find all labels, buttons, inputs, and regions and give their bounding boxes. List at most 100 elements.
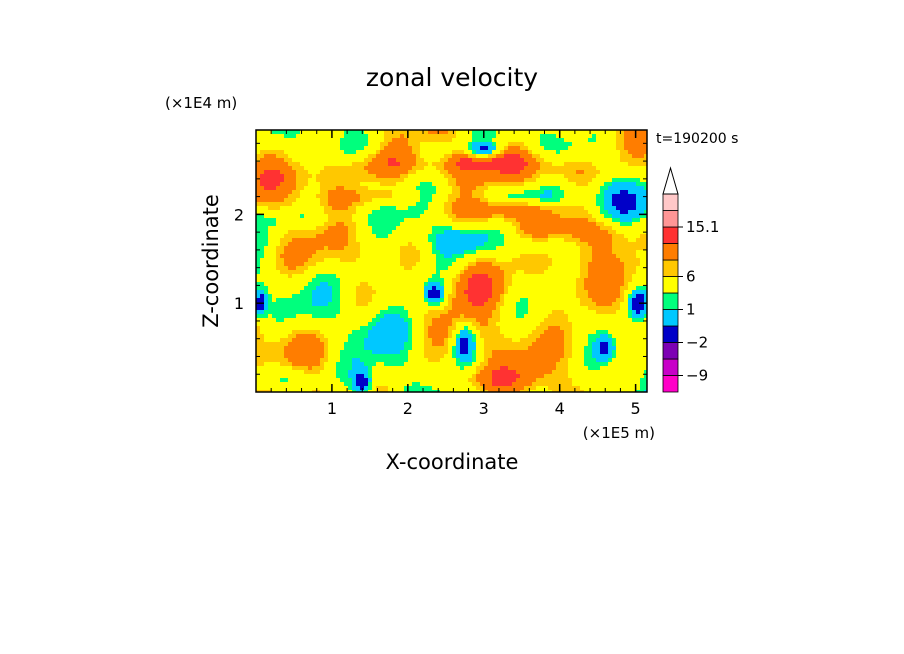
heat-cell (336, 226, 341, 231)
heat-cell (296, 202, 301, 207)
heat-cell (480, 194, 485, 199)
heat-cell (424, 142, 429, 147)
heat-cell (380, 158, 385, 163)
heat-cell (408, 222, 413, 227)
heat-cell (300, 186, 305, 191)
heat-cell (612, 130, 617, 135)
heat-cell (296, 178, 301, 183)
heat-cell (380, 194, 385, 199)
heat-cell (552, 250, 557, 255)
heat-cell (432, 178, 437, 183)
heat-cell (600, 214, 605, 219)
heat-cell (472, 174, 477, 179)
heat-cell (468, 146, 473, 151)
heat-cell (348, 170, 353, 175)
heat-cell (572, 302, 577, 307)
heat-cell (556, 330, 561, 335)
heat-cell (264, 166, 269, 171)
heat-cell (296, 130, 301, 135)
heat-cell (508, 238, 513, 243)
heat-cell (564, 178, 569, 183)
heat-cell (528, 194, 533, 199)
heat-cell (548, 218, 553, 223)
heat-cell (616, 258, 621, 263)
heat-cell (320, 230, 325, 235)
heat-cell (424, 254, 429, 259)
heat-cell (380, 270, 385, 275)
heat-cell (300, 170, 305, 175)
heat-cell (300, 266, 305, 271)
heat-cell (344, 182, 349, 187)
heat-cell (272, 218, 277, 223)
heat-cell (376, 214, 381, 219)
heat-cell (396, 130, 401, 135)
heat-cell (428, 218, 433, 223)
heat-cell (308, 330, 313, 335)
heat-cell (276, 190, 281, 195)
heat-cell (556, 186, 561, 191)
heat-cell (388, 142, 393, 147)
heat-cell (256, 262, 261, 267)
heat-cell (360, 198, 365, 203)
heat-cell (576, 134, 581, 139)
heat-cell (272, 254, 277, 259)
heat-cell (544, 250, 549, 255)
heat-cell (612, 210, 617, 215)
heat-cell (444, 310, 449, 315)
heat-cell (280, 262, 285, 267)
heat-cell (616, 270, 621, 275)
heat-cell (616, 238, 621, 243)
heat-cell (516, 166, 521, 171)
heat-cell (284, 282, 289, 287)
heat-cell (288, 310, 293, 315)
heat-cell (556, 238, 561, 243)
heat-cell (460, 318, 465, 323)
heat-cell (424, 314, 429, 319)
heat-cell (260, 294, 265, 299)
heat-cell (324, 154, 329, 159)
heat-cell (544, 142, 549, 147)
heat-cell (480, 190, 485, 195)
heat-cell (588, 266, 593, 271)
heat-cell (300, 146, 305, 151)
heat-cell (460, 206, 465, 211)
heat-cell (280, 318, 285, 323)
heat-cell (608, 214, 613, 219)
heat-cell (336, 186, 341, 191)
heat-cell (604, 306, 609, 311)
heat-cell (628, 282, 633, 287)
heat-cell (256, 254, 261, 259)
heat-cell (440, 174, 445, 179)
heat-cell (396, 186, 401, 191)
heat-cell (612, 170, 617, 175)
heat-cell (592, 142, 597, 147)
heat-cell (268, 262, 273, 267)
heat-cell (484, 302, 489, 307)
heat-cell (264, 302, 269, 307)
heat-cell (448, 154, 453, 159)
heat-cell (384, 194, 389, 199)
heat-cell (436, 286, 441, 291)
heat-cell (532, 214, 537, 219)
heat-cell (512, 158, 517, 163)
heat-cell (328, 154, 333, 159)
heat-cell (520, 186, 525, 191)
heat-cell (296, 242, 301, 247)
heat-cell (472, 274, 477, 279)
heat-cell (308, 326, 313, 331)
heat-cell (332, 206, 337, 211)
heat-cell (440, 222, 445, 227)
heat-cell (428, 154, 433, 159)
heat-cell (320, 186, 325, 191)
heat-cell (356, 250, 361, 255)
heat-cell (296, 322, 301, 327)
heat-cell (580, 302, 585, 307)
heat-cell (336, 238, 341, 243)
heat-cell (364, 270, 369, 275)
heat-cell (616, 178, 621, 183)
heat-cell (272, 274, 277, 279)
heat-cell (508, 294, 513, 299)
heat-cell (532, 218, 537, 223)
heat-cell (304, 174, 309, 179)
heat-cell (612, 202, 617, 207)
